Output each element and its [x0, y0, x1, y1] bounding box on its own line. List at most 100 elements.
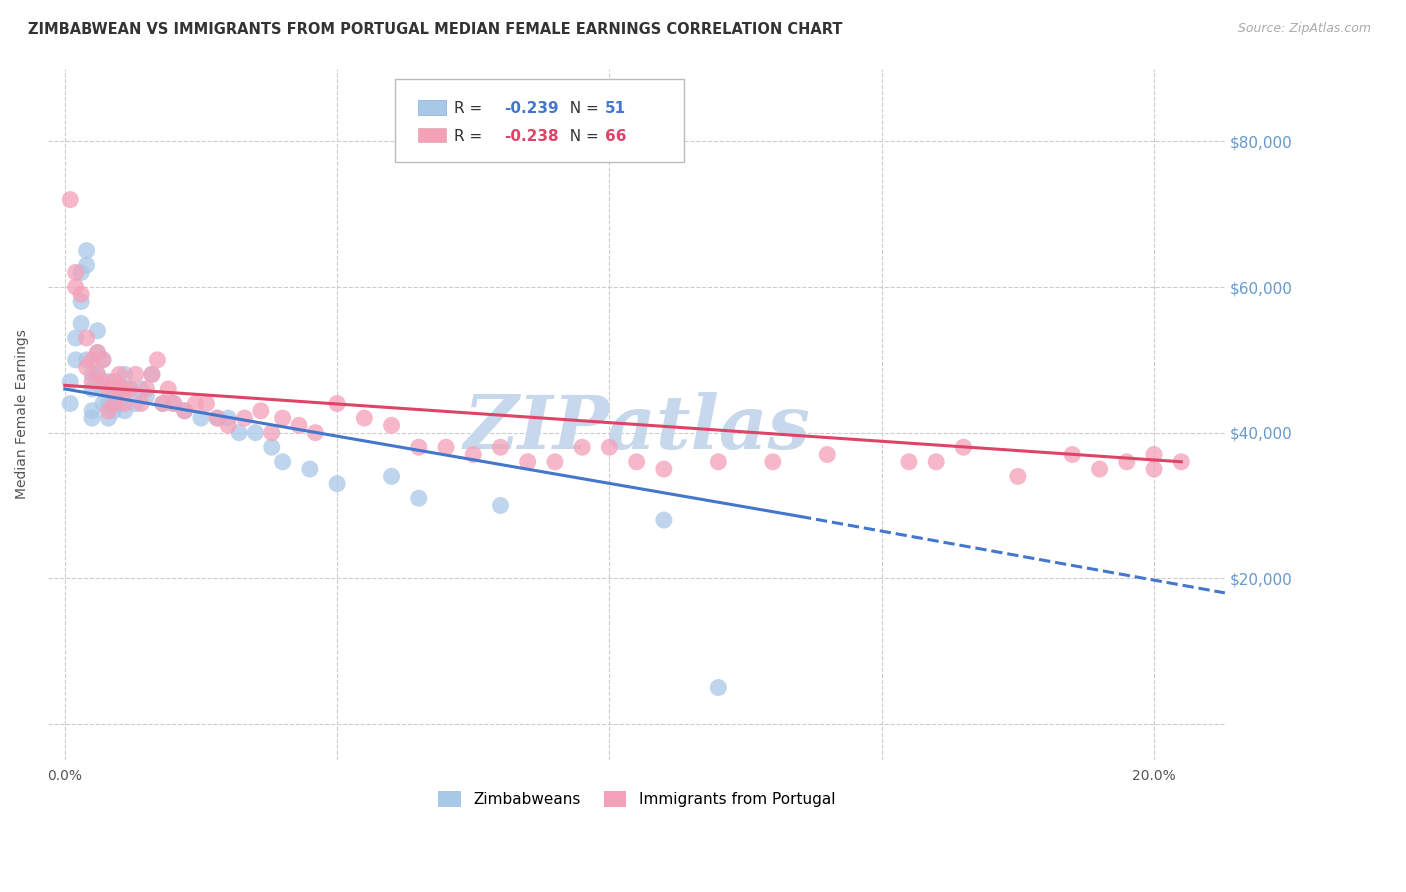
Point	[184, 396, 207, 410]
Point	[59, 375, 82, 389]
Point	[120, 382, 142, 396]
Point	[1062, 448, 1084, 462]
Point	[86, 345, 108, 359]
Y-axis label: Median Female Earnings: Median Female Earnings	[15, 329, 30, 500]
Point	[245, 425, 267, 440]
Point	[97, 375, 120, 389]
Point	[408, 440, 430, 454]
Point	[76, 258, 98, 272]
Point	[1170, 455, 1192, 469]
Point	[70, 294, 93, 309]
Point	[207, 411, 229, 425]
Point	[65, 280, 87, 294]
Point	[298, 462, 321, 476]
Point	[86, 368, 108, 382]
Point	[1143, 448, 1166, 462]
Point	[157, 382, 180, 396]
Point	[163, 396, 186, 410]
FancyBboxPatch shape	[395, 78, 683, 162]
Point	[925, 455, 948, 469]
Point	[103, 375, 125, 389]
Point	[190, 411, 212, 425]
Point	[76, 352, 98, 367]
Point	[124, 396, 146, 410]
Point	[195, 396, 218, 410]
Text: 51: 51	[605, 101, 626, 116]
Point	[80, 411, 103, 425]
Point	[207, 411, 229, 425]
Text: N =: N =	[560, 101, 603, 116]
Text: -0.238: -0.238	[503, 128, 558, 144]
Point	[707, 455, 730, 469]
Text: ZIPatlas: ZIPatlas	[463, 392, 810, 465]
Point	[135, 382, 157, 396]
Point	[815, 448, 838, 462]
Point	[65, 331, 87, 345]
Point	[217, 418, 239, 433]
Point	[103, 389, 125, 403]
Point	[271, 455, 294, 469]
Legend: Zimbabweans, Immigrants from Portugal: Zimbabweans, Immigrants from Portugal	[430, 784, 842, 815]
Point	[70, 287, 93, 301]
Point	[260, 425, 283, 440]
Point	[108, 382, 131, 396]
Point	[380, 418, 402, 433]
FancyBboxPatch shape	[418, 128, 446, 143]
Point	[76, 331, 98, 345]
Point	[70, 317, 93, 331]
Point	[1088, 462, 1111, 476]
Point	[108, 396, 131, 410]
Point	[707, 681, 730, 695]
Point	[434, 440, 457, 454]
Point	[114, 382, 136, 396]
Point	[762, 455, 785, 469]
Point	[65, 352, 87, 367]
Point	[217, 411, 239, 425]
Point	[250, 404, 273, 418]
Point	[114, 396, 136, 410]
Point	[408, 491, 430, 506]
Point	[129, 396, 152, 410]
Point	[97, 382, 120, 396]
Point	[86, 324, 108, 338]
Point	[1143, 462, 1166, 476]
Point	[598, 440, 620, 454]
Point	[152, 396, 174, 410]
Point	[326, 476, 349, 491]
Point	[652, 462, 675, 476]
Point	[114, 404, 136, 418]
Point	[91, 375, 114, 389]
Point	[141, 368, 163, 382]
Point	[76, 244, 98, 258]
Point	[135, 389, 157, 403]
FancyBboxPatch shape	[418, 100, 446, 115]
Point	[108, 382, 131, 396]
Point	[141, 368, 163, 382]
Point	[86, 368, 108, 382]
Point	[516, 455, 538, 469]
Point	[233, 411, 256, 425]
Point	[544, 455, 567, 469]
Point	[146, 352, 169, 367]
Point	[65, 265, 87, 279]
Point	[108, 368, 131, 382]
Point	[80, 375, 103, 389]
Point	[80, 404, 103, 418]
Point	[86, 345, 108, 359]
Point	[380, 469, 402, 483]
Point	[91, 352, 114, 367]
Point	[103, 404, 125, 418]
Point	[353, 411, 375, 425]
Point	[489, 440, 512, 454]
Point	[489, 499, 512, 513]
Text: N =: N =	[560, 128, 603, 144]
Point	[97, 396, 120, 410]
Text: 66: 66	[605, 128, 627, 144]
Point	[97, 404, 120, 418]
Point	[80, 352, 103, 367]
Point	[59, 193, 82, 207]
Point	[173, 404, 195, 418]
Text: ZIMBABWEAN VS IMMIGRANTS FROM PORTUGAL MEDIAN FEMALE EARNINGS CORRELATION CHART: ZIMBABWEAN VS IMMIGRANTS FROM PORTUGAL M…	[28, 22, 842, 37]
Point	[97, 411, 120, 425]
Point	[80, 368, 103, 382]
